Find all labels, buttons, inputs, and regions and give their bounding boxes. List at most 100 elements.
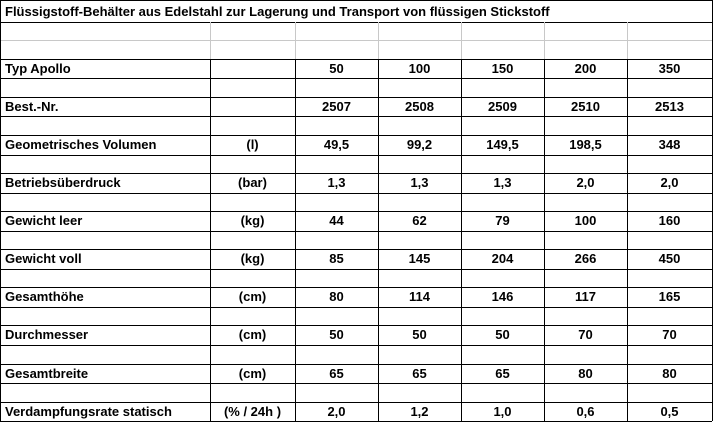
table-cell: 70 bbox=[578, 327, 593, 342]
row-label: Durchmesser bbox=[5, 327, 89, 342]
table-cell: 50 bbox=[329, 327, 344, 342]
row-divider bbox=[0, 287, 712, 288]
table-cell: 65 bbox=[495, 366, 510, 381]
row-divider bbox=[0, 307, 712, 308]
row-unit: (kg) bbox=[240, 251, 265, 266]
column-divider bbox=[712, 0, 713, 421]
row-unit: (l) bbox=[246, 137, 259, 152]
row-divider bbox=[0, 325, 712, 326]
table-cell: 1,3 bbox=[493, 175, 512, 190]
table-cell: 65 bbox=[412, 366, 427, 381]
row-divider bbox=[0, 40, 712, 41]
row-divider bbox=[0, 135, 712, 136]
row-divider bbox=[0, 402, 712, 403]
table-cell: 200 bbox=[574, 61, 597, 76]
row-divider bbox=[0, 364, 712, 365]
table-cell: 198,5 bbox=[569, 137, 602, 152]
column-divider bbox=[295, 22, 296, 59]
row-label: Gesamtbreite bbox=[5, 366, 89, 381]
table-cell: 146 bbox=[491, 289, 514, 304]
column-divider bbox=[378, 22, 379, 59]
table-cell: 1,3 bbox=[327, 175, 346, 190]
row-divider bbox=[0, 231, 712, 232]
row-divider bbox=[0, 78, 712, 79]
table-cell: 49,5 bbox=[323, 137, 350, 152]
table-cell: 165 bbox=[658, 289, 681, 304]
table-cell: 266 bbox=[574, 251, 597, 266]
table-cell: 50 bbox=[412, 327, 427, 342]
column-divider bbox=[544, 59, 545, 421]
table-cell: 204 bbox=[491, 251, 514, 266]
table-cell: 2508 bbox=[405, 99, 434, 114]
row-label: Verdampfungsrate statisch bbox=[5, 404, 172, 419]
table-cell: 100 bbox=[574, 213, 597, 228]
table-cell: 1,0 bbox=[493, 404, 512, 419]
row-unit: (cm) bbox=[238, 366, 267, 381]
row-divider bbox=[0, 173, 712, 174]
row-divider bbox=[0, 59, 712, 60]
row-unit: (cm) bbox=[238, 327, 267, 342]
table-cell: 50 bbox=[329, 61, 344, 76]
table-cell: 100 bbox=[408, 61, 431, 76]
table-cell: 2,0 bbox=[327, 404, 346, 419]
row-divider bbox=[0, 249, 712, 250]
column-divider bbox=[210, 22, 211, 59]
row-divider bbox=[0, 193, 712, 194]
table-cell: 99,2 bbox=[406, 137, 433, 152]
row-divider bbox=[0, 155, 712, 156]
column-divider bbox=[544, 22, 545, 59]
table-cell: 62 bbox=[412, 213, 427, 228]
row-label: Gewicht leer bbox=[5, 213, 83, 228]
column-divider bbox=[0, 0, 1, 421]
table-cell: 85 bbox=[329, 251, 344, 266]
row-divider bbox=[0, 345, 712, 346]
table-cell: 2513 bbox=[655, 99, 684, 114]
row-label: Gewicht voll bbox=[5, 251, 82, 266]
table-cell: 348 bbox=[658, 137, 681, 152]
row-unit: (bar) bbox=[238, 175, 267, 190]
table-cell: 145 bbox=[408, 251, 431, 266]
row-label: Gesamthöhe bbox=[5, 289, 84, 304]
table-cell: 65 bbox=[329, 366, 344, 381]
table-cell: 1,2 bbox=[410, 404, 429, 419]
table-cell: 160 bbox=[658, 213, 681, 228]
table-cell: 79 bbox=[495, 213, 510, 228]
row-label: Betriebsüberdruck bbox=[5, 175, 121, 190]
table-cell: 70 bbox=[662, 327, 677, 342]
row-divider bbox=[0, 116, 712, 117]
row-label: Geometrisches Volumen bbox=[5, 137, 157, 152]
table-cell: 80 bbox=[329, 289, 344, 304]
table-cell: 50 bbox=[495, 327, 510, 342]
column-divider bbox=[295, 59, 296, 421]
table-cell: 350 bbox=[658, 61, 681, 76]
table-cell: 44 bbox=[329, 213, 344, 228]
column-divider bbox=[627, 22, 628, 59]
table-cell: 149,5 bbox=[486, 137, 519, 152]
column-divider bbox=[461, 59, 462, 421]
row-divider bbox=[0, 383, 712, 384]
table-cell: 450 bbox=[658, 251, 681, 266]
column-divider bbox=[210, 59, 211, 421]
table-cell: 2,0 bbox=[660, 175, 679, 190]
table-cell: 2510 bbox=[571, 99, 600, 114]
row-label: Typ Apollo bbox=[5, 61, 71, 76]
table-cell: 114 bbox=[409, 289, 430, 304]
table-cell: 117 bbox=[575, 289, 596, 304]
table-cell: 0,5 bbox=[660, 404, 679, 419]
row-divider bbox=[0, 211, 712, 212]
table-cell: 1,3 bbox=[410, 175, 429, 190]
row-unit: (cm) bbox=[238, 289, 267, 304]
column-divider bbox=[627, 59, 628, 421]
row-divider bbox=[0, 97, 712, 98]
table-cell: 150 bbox=[491, 61, 514, 76]
row-divider bbox=[0, 22, 712, 23]
row-unit: (% / 24h ) bbox=[223, 404, 282, 419]
table-cell: 0,6 bbox=[576, 404, 595, 419]
row-divider bbox=[0, 269, 712, 270]
table-cell: 2509 bbox=[488, 99, 517, 114]
table-cell: 80 bbox=[578, 366, 593, 381]
table-cell: 2507 bbox=[322, 99, 351, 114]
column-divider bbox=[461, 22, 462, 59]
row-label: Best.-Nr. bbox=[5, 99, 59, 114]
